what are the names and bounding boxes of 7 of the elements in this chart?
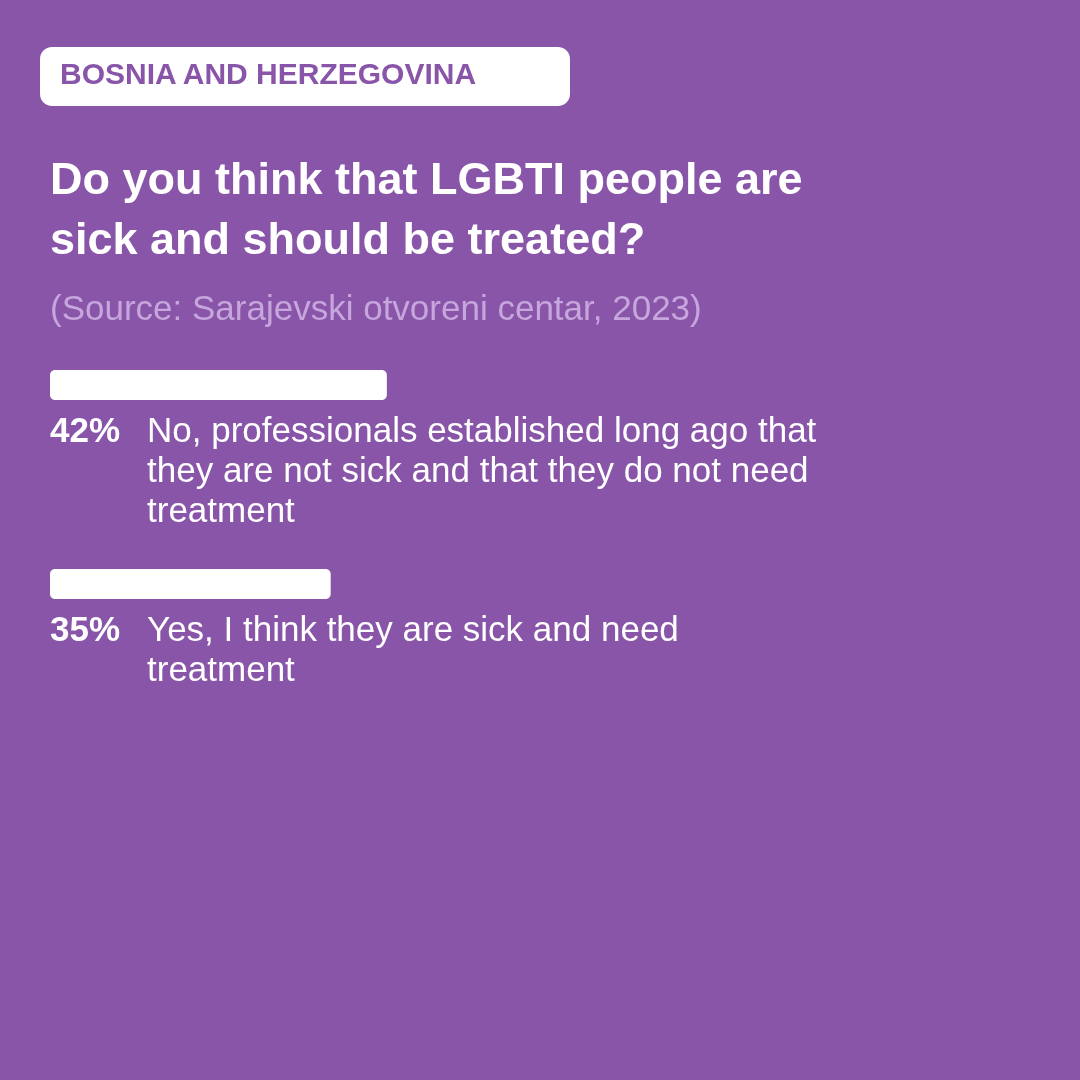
data-label: 42% <box>50 410 121 449</box>
y-tick-label: Yes, I think they are sick and need treatment <box>147 609 679 688</box>
chart-title: Do you think that LGBTI people are sick and should be treated? <box>50 153 803 264</box>
text: BOSNIA AND HERZEGOVINA <box>60 57 477 90</box>
y-tick-label: No, professionals established long ago that they are not sick and that they do not need treatment <box>147 410 817 529</box>
data-label: 35% <box>50 609 121 648</box>
text: (Source: Sarajevski otvoreni centar, 2023) <box>50 288 702 327</box>
